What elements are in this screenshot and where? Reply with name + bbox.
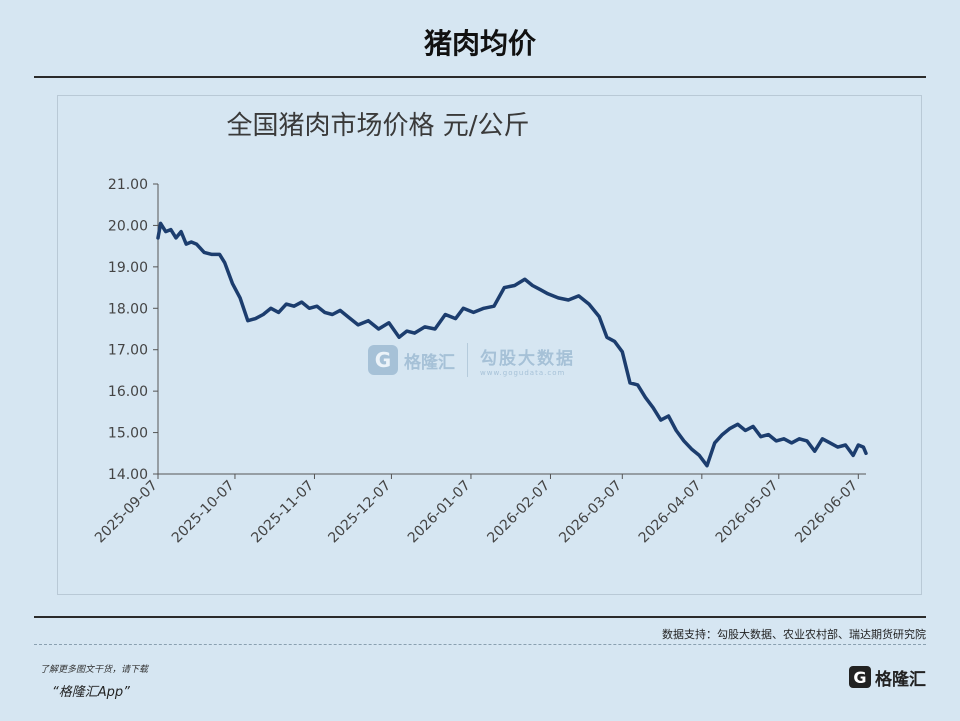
x-tick-label: 2026-01-07 [405, 478, 474, 547]
footer-dashed-divider [34, 644, 926, 645]
data-source: 数据支持：勾股大数据、农业农村部、瑞达期货研究院 [662, 628, 926, 641]
brand-name: 格隆汇 [875, 669, 926, 690]
page-title: 猪肉均价 [423, 27, 536, 60]
x-tick-label: 2026-04-07 [636, 478, 705, 547]
brand-logo: G 格隆汇 [849, 664, 926, 690]
y-tick-label: 15.00 [108, 426, 148, 442]
price-series-line [156, 221, 868, 468]
y-tick-label: 21.00 [108, 177, 148, 193]
y-tick-label: 20.00 [108, 218, 148, 234]
pork-price-line-chart: 全国猪肉市场价格 元/公斤 21.00 20.00 19.00 18.00 17.00 1… [92, 111, 868, 547]
header-divider [34, 76, 926, 78]
y-tick-label: 19.00 [108, 260, 148, 276]
y-tick-label: 16.00 [108, 384, 148, 400]
x-tick-label: 2025-12-07 [325, 478, 394, 547]
x-tick-label: 2026-02-07 [484, 478, 553, 547]
chart-frame: 全国猪肉市场价格 元/公斤 21.00 20.00 19.00 18.00 17.00 1… [57, 95, 922, 595]
x-tick-label: 2026-06-07 [792, 478, 861, 547]
x-tick-label: 2025-11-07 [248, 478, 317, 547]
x-tick-label: 2026-03-07 [556, 478, 625, 547]
x-tick-label: 2025-10-07 [169, 478, 238, 547]
y-tick-label: 18.00 [108, 301, 148, 317]
download-hint: 了解更多图文干货，请下载 [40, 665, 149, 675]
brand-logo-icon: G [849, 666, 871, 688]
x-tick-label: 2026-05-07 [713, 478, 782, 547]
x-tick-label: 2025-09-07 [92, 478, 161, 547]
series-layer [156, 221, 868, 468]
y-tick-label: 17.00 [108, 343, 148, 359]
y-axis: 21.00 20.00 19.00 18.00 17.00 16.00 15.00 14.00 [108, 177, 159, 483]
x-axis: 2025-09-07 2025-10-07 2025-11-07 2025-12-07… [92, 473, 866, 547]
footer-divider [34, 616, 926, 618]
app-name: “格隆汇App” [52, 685, 130, 700]
y-tick-label: 14.00 [108, 467, 148, 483]
chart-title: 全国猪肉市场价格 元/公斤 [226, 111, 529, 141]
